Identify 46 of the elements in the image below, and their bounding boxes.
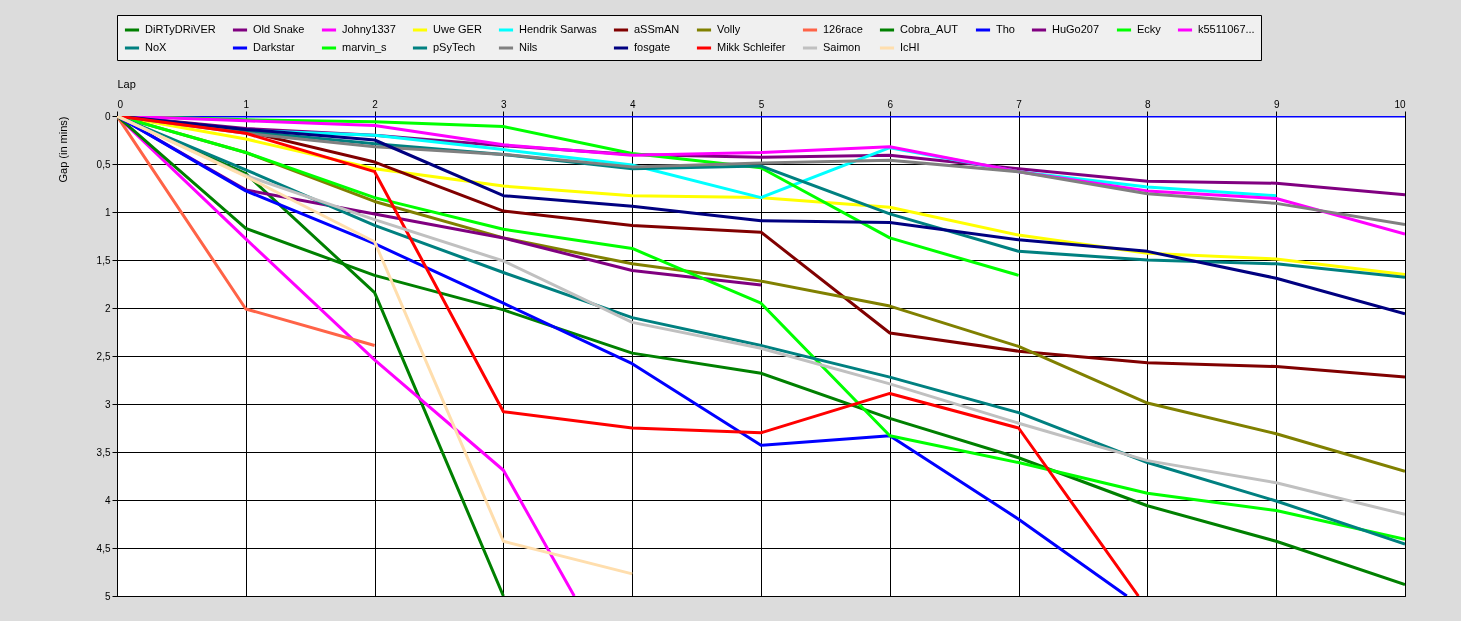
legend-label: fosgate: [634, 41, 671, 53]
legend-label: Tho: [996, 23, 1015, 35]
y-tick-label: 4: [104, 494, 111, 506]
x-tick-label: 3: [501, 98, 508, 110]
legend-label: Ecky: [1137, 23, 1162, 35]
y-tick-label: 0: [104, 110, 111, 122]
legend-label: marvin_s: [342, 41, 388, 53]
legend-label: Cobra_AUT: [900, 23, 959, 35]
legend-label: Volly: [717, 23, 741, 35]
x-tick-label: 5: [758, 98, 765, 110]
legend-label: aSSmAN: [634, 23, 680, 35]
y-tick-label: 1,5: [96, 254, 111, 266]
x-tick-label: 7: [1016, 98, 1023, 110]
y-tick-label: 2: [104, 302, 111, 314]
y-tick-label: 5: [104, 590, 111, 602]
legend-label: Saimon: [823, 41, 861, 53]
y-tick-label: 0,5: [96, 158, 111, 170]
y-tick-label: 2,5: [96, 350, 111, 362]
x-tick-label: 2: [372, 98, 379, 110]
x-axis-title: Lap: [117, 77, 136, 90]
y-tick-label: 3,5: [96, 446, 111, 458]
legend-label: pSyTech: [433, 41, 476, 53]
y-tick-label: 1: [104, 206, 111, 218]
legend-label: k5511067...: [1198, 23, 1255, 35]
legend-label: HuGo207: [1052, 23, 1100, 35]
legend-label: 126race: [823, 23, 863, 35]
legend-label: DiRTyDRiVER: [145, 23, 216, 35]
y-axis-title: Gap (in mins): [56, 116, 69, 183]
x-tick-label: 0: [117, 98, 124, 110]
x-tick-label: 10: [1394, 98, 1406, 110]
legend-label: Johny1337: [342, 23, 396, 35]
legend-label: Uwe GER: [433, 23, 482, 35]
legend-label: Nils: [519, 41, 538, 53]
y-tick-label: 3: [104, 398, 111, 410]
legend-label: Mikk Schleifer: [717, 41, 786, 53]
x-tick-label: 8: [1145, 98, 1152, 110]
legend-label: Old Snake: [253, 23, 305, 35]
x-tick-label: 9: [1273, 98, 1280, 110]
x-tick-label: 6: [887, 98, 894, 110]
legend-label: Darkstar: [253, 41, 295, 53]
x-tick-label: 1: [243, 98, 250, 110]
legend-label: IcHI: [900, 41, 920, 53]
y-tick-label: 4,5: [96, 542, 111, 554]
legend-label: Hendrik Sarwas: [519, 23, 598, 35]
x-tick-label: 4: [629, 98, 636, 110]
legend-label: NoX: [145, 41, 168, 53]
